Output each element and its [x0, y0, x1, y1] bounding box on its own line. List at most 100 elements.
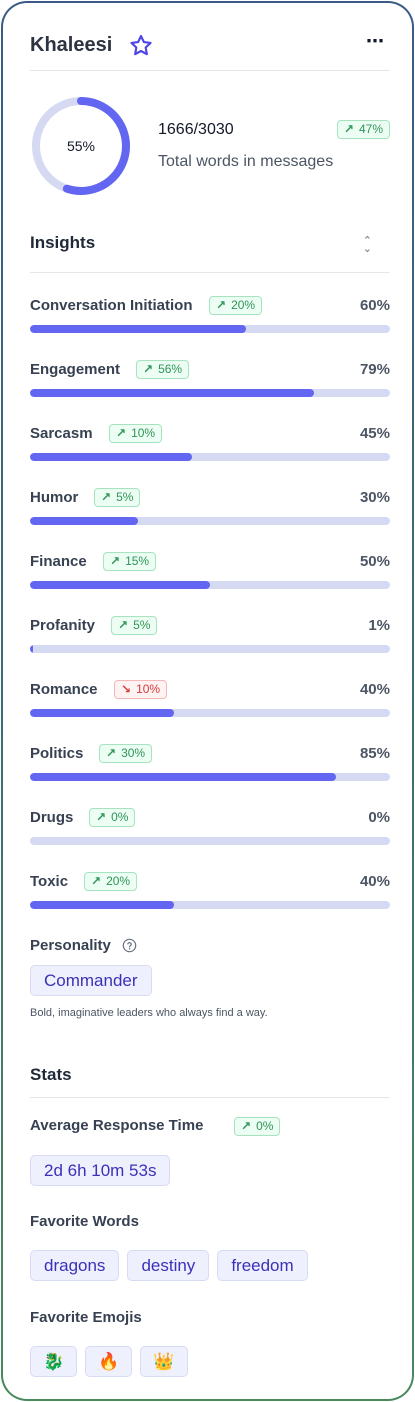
insight-trend-badge: ↗ 0%	[89, 808, 136, 827]
insight-name: Sarcasm	[30, 425, 93, 442]
insight-name: Humor	[30, 489, 79, 506]
favorite-word-chip: freedom	[217, 1250, 308, 1281]
insight-trend-badge: ↗ 10%	[109, 424, 163, 443]
insight-percent: 0%	[368, 809, 390, 826]
insight-row: Sarcasm ↗ 10% 45%	[30, 424, 390, 465]
insight-percent: 60%	[359, 297, 390, 314]
insight-name: Finance	[30, 553, 87, 570]
favorite-words-list: dragons destiny freedom	[30, 1250, 308, 1281]
arrow-up-right-icon: ↗	[110, 554, 121, 568]
arrow-up-right-icon: ↗	[116, 426, 127, 440]
help-circle-icon[interactable]	[122, 938, 137, 953]
star-icon[interactable]	[128, 33, 154, 59]
chevron-up-down-icon[interactable]: ⌃ ⌄	[362, 235, 372, 255]
insight-trend-value: 15%	[125, 554, 150, 568]
insight-progress-track	[30, 581, 390, 589]
insight-trend-value: 5%	[133, 618, 151, 632]
favorite-emojis-list: 🐉 🔥 👑	[30, 1346, 188, 1377]
more-options-icon[interactable]: ⋯	[366, 31, 384, 51]
favorite-emoji-chip: 🔥	[85, 1346, 133, 1377]
stats-title: Stats	[30, 1065, 72, 1084]
response-time-row: 2d 6h 10m 53s	[30, 1155, 171, 1186]
insight-name: Toxic	[30, 873, 69, 890]
insight-trend-badge: ↗ 56%	[136, 360, 190, 379]
word-count-caption: Total words in messages	[158, 153, 334, 170]
insight-trend-value: 0%	[111, 810, 129, 824]
avg-response-label: Average Response Time	[30, 1117, 204, 1134]
arrow-up-right-icon: ↗	[96, 810, 107, 824]
insight-progress-track	[30, 645, 390, 653]
insight-percent: 85%	[359, 745, 390, 762]
stats-header: Stats	[30, 1065, 390, 1098]
insight-progress-track	[30, 773, 390, 781]
donut-percent-label: 55%	[66, 138, 96, 154]
insight-progress-track	[30, 709, 390, 717]
insight-name: Profanity	[30, 617, 96, 634]
insight-trend-badge: ↘ 10%	[114, 680, 168, 699]
contact-name: Khaleesi	[30, 34, 113, 56]
insight-name: Engagement	[30, 361, 121, 378]
response-time-chip: 2d 6h 10m 53s	[30, 1155, 171, 1186]
insight-progress-fill	[30, 645, 33, 653]
insight-progress-fill	[30, 389, 315, 397]
insight-name: Politics	[30, 745, 84, 762]
insight-trend-value: 10%	[136, 682, 161, 696]
words-donut: 55%	[30, 95, 132, 197]
favorite-words-label: Favorite Words	[30, 1213, 139, 1230]
insight-row: Drugs ↗ 0% 0%	[30, 808, 390, 849]
insight-progress-fill	[30, 517, 138, 525]
insight-percent: 50%	[359, 553, 390, 570]
arrow-up-right-icon: ↗	[241, 1119, 252, 1133]
arrow-up-right-icon: ↗	[216, 298, 227, 312]
insight-trend-badge: ↗ 20%	[84, 872, 138, 891]
insight-percent: 45%	[359, 425, 390, 442]
insight-name: Romance	[30, 681, 98, 698]
insights-title: Insights	[30, 233, 96, 252]
profile-card: Khaleesi ⋯ 55% 1666/3030 Total words in …	[3, 3, 412, 1399]
favorite-emojis-label: Favorite Emojis	[30, 1309, 142, 1326]
insight-progress-fill	[30, 901, 174, 909]
insight-progress-track	[30, 901, 390, 909]
insight-percent: 1%	[368, 617, 390, 634]
insight-progress-fill	[30, 581, 210, 589]
personality-description: Bold, imaginative leaders who always fin…	[30, 1007, 268, 1019]
donut-progress	[32, 97, 130, 195]
insight-progress-track	[30, 389, 390, 397]
insight-row: Politics ↗ 30% 85%	[30, 744, 390, 785]
arrow-down-right-icon: ↘	[121, 682, 132, 696]
insight-progress-track	[30, 453, 390, 461]
insight-trend-value: 20%	[231, 298, 256, 312]
insight-trend-badge: ↗ 15%	[103, 552, 157, 571]
insight-trend-value: 20%	[106, 874, 131, 888]
insight-row: Conversation Initiation ↗ 20% 60%	[30, 296, 390, 337]
insight-name: Conversation Initiation	[30, 297, 193, 314]
insight-progress-fill	[30, 773, 336, 781]
insight-row: Engagement ↗ 56% 79%	[30, 360, 390, 401]
insight-trend-value: 56%	[158, 362, 183, 376]
insight-row: Toxic ↗ 20% 40%	[30, 872, 390, 913]
insight-percent: 40%	[359, 873, 390, 890]
insights-header[interactable]: Insights ⌃ ⌄	[30, 233, 390, 273]
response-trend-value: 0%	[256, 1119, 274, 1133]
arrow-up-right-icon: ↗	[91, 874, 102, 888]
insight-progress-track	[30, 517, 390, 525]
insight-trend-badge: ↗ 5%	[111, 616, 158, 635]
insight-progress-track	[30, 837, 390, 845]
card-header: Khaleesi ⋯	[30, 31, 390, 71]
arrow-up-right-icon: ↗	[143, 362, 154, 376]
personality-label: Personality	[30, 937, 111, 954]
insight-row: Humor ↗ 5% 30%	[30, 488, 390, 529]
arrow-up-right-icon: ↗	[118, 618, 129, 632]
insight-progress-fill	[30, 325, 246, 333]
insight-trend-value: 30%	[121, 746, 146, 760]
personality-type-chip: Commander	[30, 965, 152, 996]
favorite-emoji-chip: 🐉	[30, 1346, 78, 1377]
insight-progress-fill	[30, 709, 174, 717]
donut-chart	[32, 97, 130, 195]
arrow-up-right-icon: ↗	[106, 746, 117, 760]
insight-trend-value: 10%	[131, 426, 156, 440]
favorite-emoji-chip: 👑	[140, 1346, 188, 1377]
insight-trend-badge: ↗ 30%	[99, 744, 153, 763]
insight-trend-value: 5%	[116, 490, 134, 504]
